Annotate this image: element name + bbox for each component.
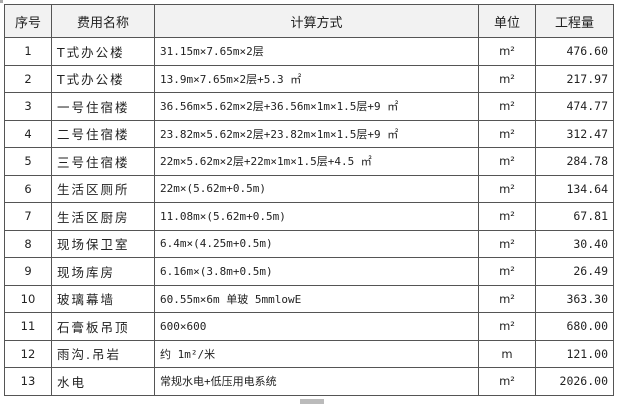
quantity: 217.97 [535,64,614,93]
quantity: 26.49 [535,257,614,286]
unit: m² [478,257,536,286]
table-row: 13 水电 常规水电+低压用电系统 m² 2026.00 [4,367,614,396]
row-number: 1 [4,37,52,66]
row-number: 9 [4,257,52,286]
cost-name: 三号住宿楼 [51,147,155,176]
cost-name: 生活区厨房 [51,202,155,231]
cost-name: 水电 [51,367,155,396]
table-row: 4 二号住宿楼 23.82m×5.62m×2层+23.82m×1m×1.5层+9 ㎡… [4,119,614,148]
header-unit: 单位 [478,4,536,38]
calc-formula: 6.4m×(4.25m+0.5m) [154,229,479,258]
table-row: 11 石膏板吊顶 600×600 m² 680.00 [4,312,614,341]
calc-formula: 22m×5.62m×2层+22m×1m×1.5层+4.5 ㎡ [154,147,479,176]
unit: m² [478,312,536,341]
unit: m² [478,367,536,396]
header-quantity: 工程量 [535,4,614,38]
quantity: 30.40 [535,229,614,258]
row-number: 3 [4,92,52,121]
quantity-table: 序号 费用名称 计算方式 单位 工程量 1 T式办公楼 31.15m×7.65m×2… [4,4,614,396]
calc-formula: 23.82m×5.62m×2层+23.82m×1m×1.5层+9 ㎡ [154,119,479,148]
cost-name: 生活区厕所 [51,174,155,203]
row-number: 6 [4,174,52,203]
table-row: 3 一号住宿楼 36.56m×5.62m×2层+36.56m×1m×1.5层+9 ㎡… [4,92,614,121]
calc-formula: 11.08m×(5.62m+0.5m) [154,202,479,231]
calc-formula: 31.15m×7.65m×2层 [154,37,479,66]
quantity: 67.81 [535,202,614,231]
cost-name: 雨沟.吊岩 [51,339,155,368]
table-row: 1 T式办公楼 31.15m×7.65m×2层 m² 476.60 [4,37,614,66]
unit: m² [478,119,536,148]
unit: m² [478,229,536,258]
quantity: 2026.00 [535,367,614,396]
calc-formula: 约 1m²/米 [154,339,479,368]
cost-name: T式办公楼 [51,64,155,93]
quantity: 121.00 [535,339,614,368]
cost-name: 一号住宿楼 [51,92,155,121]
table-row: 5 三号住宿楼 22m×5.62m×2层+22m×1m×1.5层+4.5 ㎡ m² 28… [4,147,614,176]
header-row: 序号 费用名称 计算方式 单位 工程量 [4,4,614,38]
calc-formula: 常规水电+低压用电系统 [154,367,479,396]
cost-name: T式办公楼 [51,37,155,66]
calc-formula: 13.9m×7.65m×2层+5.3 ㎡ [154,64,479,93]
row-number: 7 [4,202,52,231]
row-number: 13 [4,367,52,396]
row-number: 11 [4,312,52,341]
calc-formula: 22m×(5.62m+0.5m) [154,174,479,203]
quantity: 476.60 [535,37,614,66]
unit: m² [478,284,536,313]
cost-name: 现场库房 [51,257,155,286]
calc-formula: 6.16m×(3.8m+0.5m) [154,257,479,286]
row-number: 4 [4,119,52,148]
table-row: 8 现场保卫室 6.4m×(4.25m+0.5m) m² 30.40 [4,229,614,258]
quantity: 474.77 [535,92,614,121]
calc-formula: 600×600 [154,312,479,341]
unit: m² [478,174,536,203]
unit: m² [478,147,536,176]
cost-name: 二号住宿楼 [51,119,155,148]
unit: m² [478,202,536,231]
unit: m² [478,92,536,121]
row-number: 12 [4,339,52,368]
header-name: 费用名称 [51,4,155,38]
cost-name: 石膏板吊顶 [51,312,155,341]
unit: m [478,339,536,368]
quantity: 680.00 [535,312,614,341]
table-row: 12 雨沟.吊岩约 1m²/米 m 121.00 [4,339,614,368]
row-number: 8 [4,229,52,258]
header-no: 序号 [4,4,52,38]
calc-formula: 60.55m×6m 单玻 5mmlowE [154,284,479,313]
quantity: 284.78 [535,147,614,176]
row-number: 5 [4,147,52,176]
unit: m² [478,64,536,93]
table-row: 7 生活区厨房 11.08m×(5.62m+0.5m) m² 67.81 [4,202,614,231]
quantity: 134.64 [535,174,614,203]
cost-name: 现场保卫室 [51,229,155,258]
table-row: 9 现场库房 6.16m×(3.8m+0.5m) m² 26.49 [4,257,614,286]
quantity: 312.47 [535,119,614,148]
table-row: 6 生活区厕所 22m×(5.62m+0.5m) m² 134.64 [4,174,614,203]
unit: m² [478,37,536,66]
selection-corner-marker [0,0,3,3]
quantity: 363.30 [535,284,614,313]
calc-formula: 36.56m×5.62m×2层+36.56m×1m×1.5层+9 ㎡ [154,92,479,121]
row-number: 2 [4,64,52,93]
horizontal-scrollbar[interactable] [300,399,324,404]
header-formula: 计算方式 [154,4,479,38]
table-row: 2 T式办公楼 13.9m×7.65m×2层+5.3 ㎡ m² 217.97 [4,64,614,93]
cost-name: 玻璃幕墙 [51,284,155,313]
table-row: 10 玻璃幕墙 60.55m×6m 单玻 5mmlowE m² 363.30 [4,284,614,313]
row-number: 10 [4,284,52,313]
